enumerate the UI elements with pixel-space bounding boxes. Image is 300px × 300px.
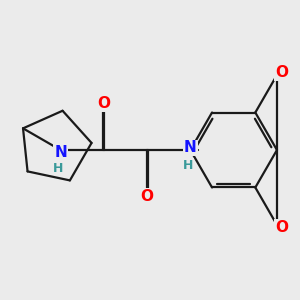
Text: O: O [141, 189, 154, 204]
Text: N: N [184, 140, 197, 155]
Text: O: O [275, 220, 288, 235]
Text: O: O [97, 96, 110, 111]
Text: H: H [183, 159, 194, 172]
Text: O: O [275, 65, 288, 80]
Text: H: H [53, 162, 64, 175]
Text: N: N [54, 145, 67, 160]
